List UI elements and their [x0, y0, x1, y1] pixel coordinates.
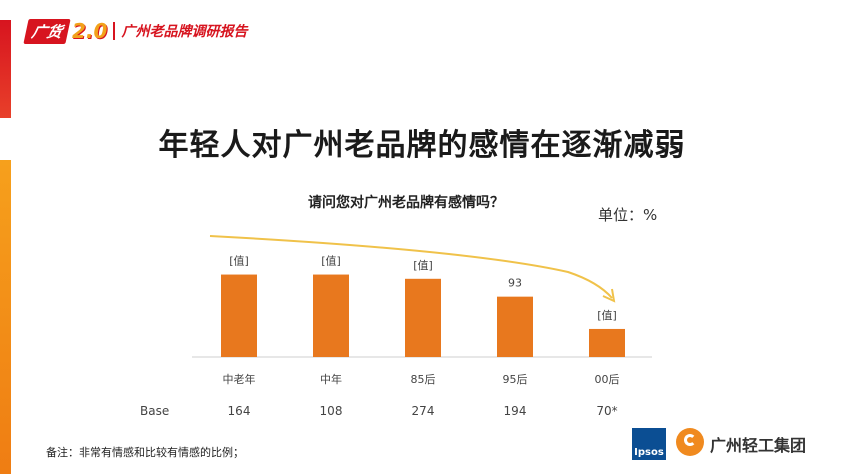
- chart-title: 请问您对广州老品牌有感情吗？: [308, 195, 504, 211]
- header-logo: 广货 2.0 广州老品牌调研报告: [23, 18, 248, 44]
- unit-label: 单位：%: [598, 206, 658, 224]
- x-tick-label-1: 中年: [320, 372, 342, 386]
- bar-0: [221, 274, 257, 357]
- data-label-1: [值]: [321, 255, 341, 268]
- bar-3: [497, 296, 533, 357]
- company-logo-icon: [676, 428, 704, 456]
- x-tick-label-2: 85后: [411, 373, 436, 386]
- bar-2: [405, 278, 441, 357]
- report-title: 广州老品牌调研报告: [121, 24, 248, 40]
- data-label-3: 93: [508, 277, 522, 290]
- base-value-2: 274: [411, 404, 435, 418]
- x-tick-label-0: 中老年: [223, 372, 256, 386]
- base-value-3: 194: [503, 404, 527, 418]
- bar-4: [589, 328, 625, 357]
- base-value-1: 108: [319, 404, 343, 418]
- bar-1: [313, 274, 349, 357]
- ipsos-logo: Ipsos: [632, 428, 666, 460]
- data-label-4: [值]: [597, 309, 617, 322]
- base-value-0: 164: [227, 404, 251, 418]
- x-tick-label-4: 00后: [595, 373, 620, 386]
- x-tick-label-3: 95后: [503, 373, 528, 386]
- left-accent-orange: [0, 160, 11, 474]
- base-label: Base: [140, 404, 170, 418]
- data-label-2: [值]: [413, 259, 433, 272]
- company-name: 广州轻工集团: [710, 436, 807, 455]
- logo-version: 2.0: [72, 19, 108, 43]
- data-label-0: [值]: [229, 255, 249, 268]
- base-value-4: 70*: [596, 404, 618, 418]
- trend-arrow-head: [602, 288, 616, 303]
- slide-title: 年轻人对广州老品牌的感情在逐渐减弱: [158, 128, 686, 163]
- trend-arrow-line: [209, 235, 613, 299]
- footnote: 备注：非常有情感和比较有情感的比例；: [46, 446, 244, 459]
- left-accent-red: [0, 20, 11, 118]
- logo-divider: [113, 22, 116, 40]
